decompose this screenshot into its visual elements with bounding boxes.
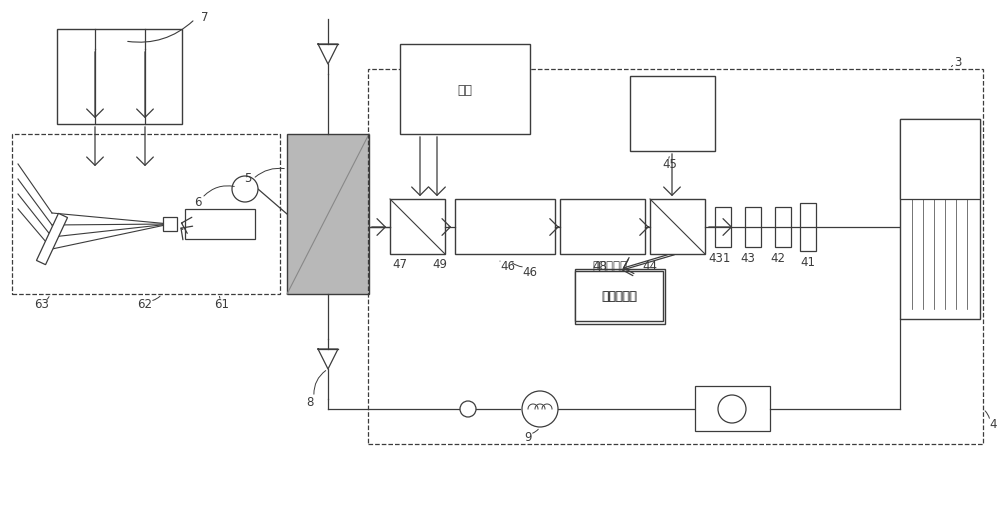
Text: 49: 49 <box>433 258 448 271</box>
Bar <box>575 269 665 324</box>
Bar <box>57 30 182 125</box>
Bar <box>900 120 980 319</box>
Text: 431: 431 <box>709 251 731 264</box>
Text: 8: 8 <box>306 394 314 408</box>
Text: 48: 48 <box>593 260 607 273</box>
Bar <box>900 120 980 200</box>
Text: 9: 9 <box>524 431 532 444</box>
Text: 7: 7 <box>201 11 209 23</box>
Text: 激光功率器: 激光功率器 <box>592 259 628 272</box>
Bar <box>287 135 369 294</box>
Text: 激光功率器: 激光功率器 <box>602 290 637 303</box>
Text: 6: 6 <box>194 195 202 208</box>
Circle shape <box>522 391 558 427</box>
Text: 63: 63 <box>35 298 49 311</box>
Bar <box>650 200 705 254</box>
Polygon shape <box>36 214 68 265</box>
Text: 44: 44 <box>642 260 657 273</box>
Bar <box>745 208 761 247</box>
Bar <box>12 135 280 294</box>
Text: 相机: 相机 <box>458 83 473 96</box>
Text: 激光功率器: 激光功率器 <box>602 290 638 303</box>
Text: 43: 43 <box>741 251 755 264</box>
Bar <box>185 210 255 240</box>
Text: 46: 46 <box>522 265 538 278</box>
Bar <box>400 45 530 135</box>
Circle shape <box>232 177 258 203</box>
Text: 47: 47 <box>393 258 408 271</box>
Text: 5: 5 <box>244 171 252 184</box>
Text: 4: 4 <box>989 418 997 431</box>
Bar <box>775 208 791 247</box>
Circle shape <box>718 395 746 423</box>
Bar <box>455 200 555 254</box>
Bar <box>390 200 445 254</box>
Text: 62: 62 <box>138 298 153 311</box>
Bar <box>715 208 731 247</box>
Bar <box>630 77 715 152</box>
Bar <box>695 386 770 431</box>
Text: 41: 41 <box>800 255 815 268</box>
Text: 61: 61 <box>215 298 230 311</box>
Bar <box>560 200 645 254</box>
Text: 3: 3 <box>954 55 962 68</box>
Text: 46: 46 <box>501 260 516 273</box>
Bar <box>368 70 983 444</box>
Circle shape <box>460 401 476 417</box>
Text: 45: 45 <box>663 158 677 171</box>
Bar <box>163 217 177 232</box>
Text: 42: 42 <box>770 251 785 264</box>
Bar <box>575 271 663 321</box>
Bar <box>800 204 816 251</box>
